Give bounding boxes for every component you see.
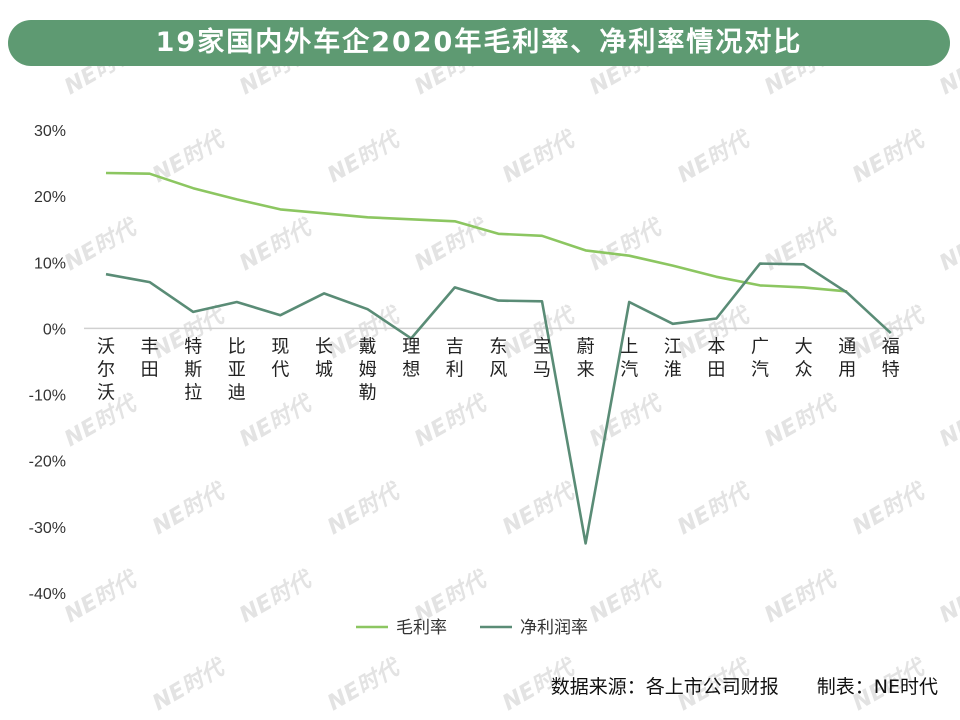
source-note: 数据来源：各上市公司财报 制表：NE时代 [550, 676, 938, 698]
watermark: NE时代 [411, 390, 493, 452]
legend: 毛利率 净利润率 [356, 618, 588, 638]
x-tick-label: 本田 [707, 336, 725, 380]
watermark: NE时代 [761, 214, 843, 276]
watermark: NE时代 [324, 478, 406, 540]
y-tick-label: 30% [34, 123, 66, 140]
x-tick-label: 现代 [271, 336, 289, 380]
watermark: NE时代 [936, 566, 960, 628]
watermark: NE时代 [761, 390, 843, 452]
watermark: NE时代 [61, 214, 143, 276]
axis-layer: 30% 20% 10% 0% -10% -20% -30% -40% [29, 123, 913, 603]
x-tick-label: 福特 [882, 336, 900, 380]
x-tick-label: 丰田 [141, 336, 159, 380]
series-layer [105, 171, 892, 545]
legend-label: 净利润率 [520, 618, 588, 638]
watermark: NE时代 [674, 478, 756, 540]
x-tick-label: 通用 [838, 336, 856, 380]
watermark: NE时代 [936, 214, 960, 276]
watermark: NE时代 [586, 214, 668, 276]
watermark: NE时代 [324, 126, 406, 188]
watermark: NE时代 [61, 566, 143, 628]
x-tick-label: 东风 [489, 336, 507, 380]
x-tick-label: 特斯拉 [184, 336, 202, 403]
watermark: NE时代 [149, 126, 231, 188]
watermark: NE时代 [849, 478, 931, 540]
watermark: NE时代 [324, 654, 406, 716]
watermark: NE时代 [499, 478, 581, 540]
y-tick-label: 20% [34, 189, 66, 206]
watermark: NE时代 [236, 566, 318, 628]
watermark: NE时代 [499, 126, 581, 188]
y-tick-label: 0% [43, 321, 66, 338]
y-tick-label: -30% [29, 520, 66, 537]
watermark: NE时代 [674, 126, 756, 188]
x-tick-label: 理想 [402, 336, 420, 380]
x-tick-label: 长城 [315, 336, 333, 380]
legend-label: 毛利率 [396, 618, 447, 638]
watermark: NE时代 [586, 390, 668, 452]
x-tick-label: 宝马 [533, 336, 551, 380]
series-line [105, 171, 848, 293]
y-tick-label: -40% [29, 586, 66, 603]
watermark: NE时代 [586, 566, 668, 628]
watermark: NE时代 [411, 214, 493, 276]
x-tick-label: 戴姆勒 [359, 336, 377, 403]
y-tick-label: -20% [29, 454, 66, 471]
x-tick-label: 蔚来 [577, 336, 595, 380]
x-tick-label: 吉利 [446, 336, 464, 380]
chart-title: 19家国内外车企2020年毛利率、净利率情况对比 [155, 27, 803, 58]
watermark: NE时代 [936, 390, 960, 452]
x-tick-label: 大众 [795, 336, 813, 380]
x-tick-label: 广汽 [751, 336, 769, 380]
watermark: NE时代 [149, 478, 231, 540]
x-tick-label: 沃尔沃 [97, 336, 115, 403]
title-bar: 19家国内外车企2020年毛利率、净利率情况对比 [8, 20, 950, 66]
x-tick-label: 比亚迪 [228, 336, 246, 403]
watermark: NE时代 [761, 566, 843, 628]
watermark: NE时代 [849, 126, 931, 188]
watermark: NE时代 [236, 390, 318, 452]
x-tick-label: 上汽 [620, 336, 638, 380]
watermark: NE时代 [236, 214, 318, 276]
x-tick-label: 江淮 [664, 336, 682, 380]
watermark: NE时代 [149, 654, 231, 716]
y-tick-label: 10% [34, 255, 66, 272]
y-tick-label: -10% [29, 388, 66, 405]
